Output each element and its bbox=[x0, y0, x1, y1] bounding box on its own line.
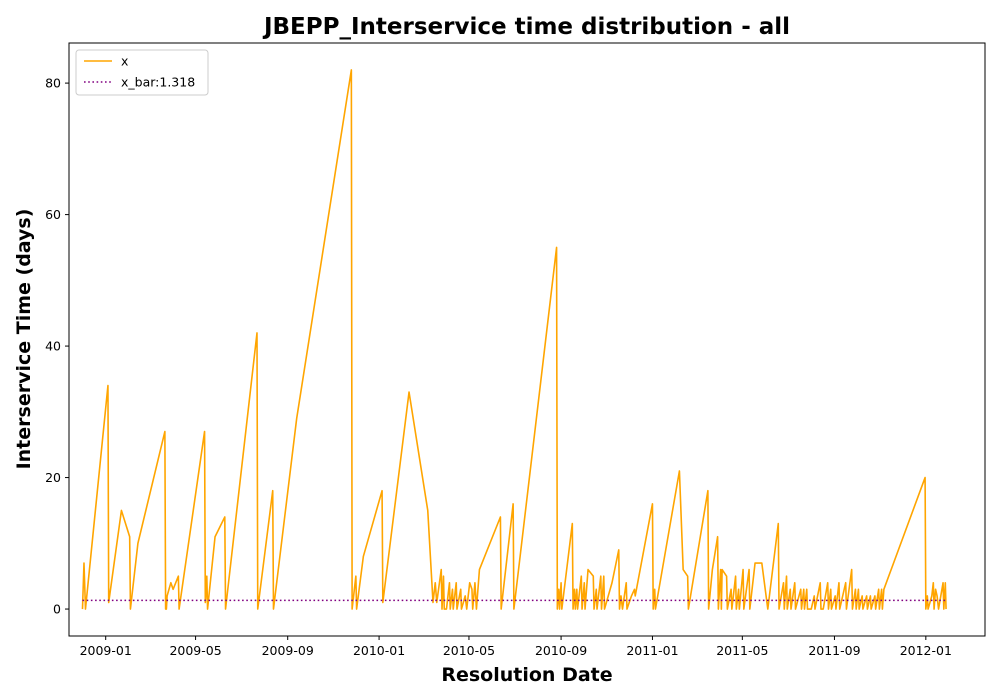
series-line-x bbox=[81, 69, 947, 610]
x-tick-label: 2009-05 bbox=[169, 643, 221, 658]
x-tick-label: 2010-05 bbox=[443, 643, 495, 658]
x-tick-label: 2012-01 bbox=[900, 643, 952, 658]
x-tick-label: 2009-01 bbox=[80, 643, 132, 658]
x-tick-label: 2011-09 bbox=[808, 643, 860, 658]
x-tick-label: 2010-09 bbox=[535, 643, 587, 658]
x-axis-label: Resolution Date bbox=[441, 664, 612, 686]
chart-title: JBEPP_Interservice time distribution - a… bbox=[262, 14, 790, 40]
y-tick-label: 40 bbox=[45, 339, 61, 354]
y-tick-label: 80 bbox=[45, 76, 61, 91]
y-tick-label: 0 bbox=[53, 602, 61, 617]
plot-area: 0 20 40 60 80 2009-01 2009-05 2009-09 2010-01 201… bbox=[45, 42, 986, 658]
legend-label-mean: x_bar:1.318 bbox=[121, 75, 195, 90]
x-tick-label: 2009-09 bbox=[262, 643, 314, 658]
x-tick-label: 2011-05 bbox=[716, 643, 768, 658]
y-axis-label: Interservice Time (days) bbox=[13, 209, 35, 470]
legend-label-x: x bbox=[121, 54, 128, 69]
y-tick-label: 60 bbox=[45, 207, 61, 222]
series-group bbox=[81, 69, 947, 610]
x-tick-label: 2010-01 bbox=[353, 643, 405, 658]
y-tick-label: 20 bbox=[45, 470, 61, 485]
x-tick-label: 2011-01 bbox=[626, 643, 678, 658]
legend: x x_bar:1.318 bbox=[75, 49, 209, 96]
plot-frame bbox=[68, 42, 986, 637]
